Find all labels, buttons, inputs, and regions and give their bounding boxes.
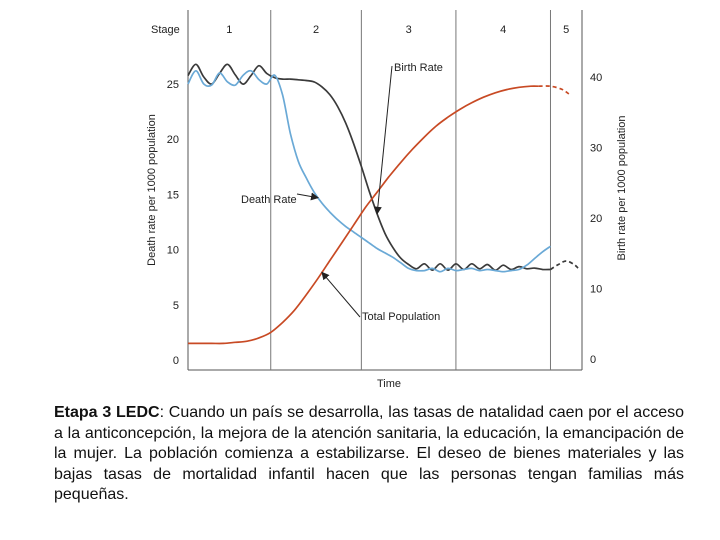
caption-bold: Etapa 3 LEDC	[54, 404, 160, 421]
caption: Etapa 3 LEDC: Cuando un país se desarrol…	[54, 403, 684, 506]
right-axis-tick: 30	[590, 143, 602, 155]
left-axis-tick: 25	[167, 79, 179, 91]
left-axis-tick: 5	[173, 300, 179, 312]
projection-line-total-population	[538, 85, 571, 96]
annotation-label: Birth Rate	[394, 62, 443, 74]
right-axis-tick: 40	[590, 72, 602, 84]
right-axis-title: Birth rate per 1000 population	[616, 116, 628, 261]
left-axis-tick: 20	[167, 134, 179, 146]
left-axis-tick: 10	[167, 245, 179, 257]
stage-label: 1	[226, 24, 232, 36]
right-axis-tick: 0	[590, 354, 596, 366]
caption-text: : Cuando un país se desarrolla, las tasa…	[54, 404, 685, 503]
annotation-arrow	[373, 65, 393, 215]
annotation-label: Total Population	[362, 311, 440, 323]
series-line-death-rate	[187, 69, 551, 273]
demographic-transition-chart: Stage 1 2 3 4 5 0 5 10 15 20 25 0 10 20 30 40 Death rate …	[146, 10, 628, 390]
left-axis-tick: 0	[173, 355, 179, 367]
left-axis-tick: 15	[167, 189, 179, 201]
stage-label: 5	[563, 24, 569, 36]
stage-header: Stage	[151, 24, 180, 36]
left-axis-title: Death rate per 1000 population	[146, 114, 158, 266]
right-axis-tick: 10	[590, 284, 602, 296]
annotation-label: Death Rate	[241, 194, 297, 206]
annotation-arrow	[321, 271, 361, 318]
series-line-birth-rate	[187, 63, 551, 272]
stage-label: 4	[500, 24, 506, 36]
projection-line-birth-rate	[550, 260, 579, 271]
right-axis-tick: 20	[590, 213, 602, 225]
stage-label: 3	[406, 24, 412, 36]
annotation-arrow	[296, 192, 320, 201]
stage-label: 2	[313, 24, 319, 36]
x-axis-title: Time	[377, 378, 401, 390]
series-line-total-population	[187, 85, 539, 345]
